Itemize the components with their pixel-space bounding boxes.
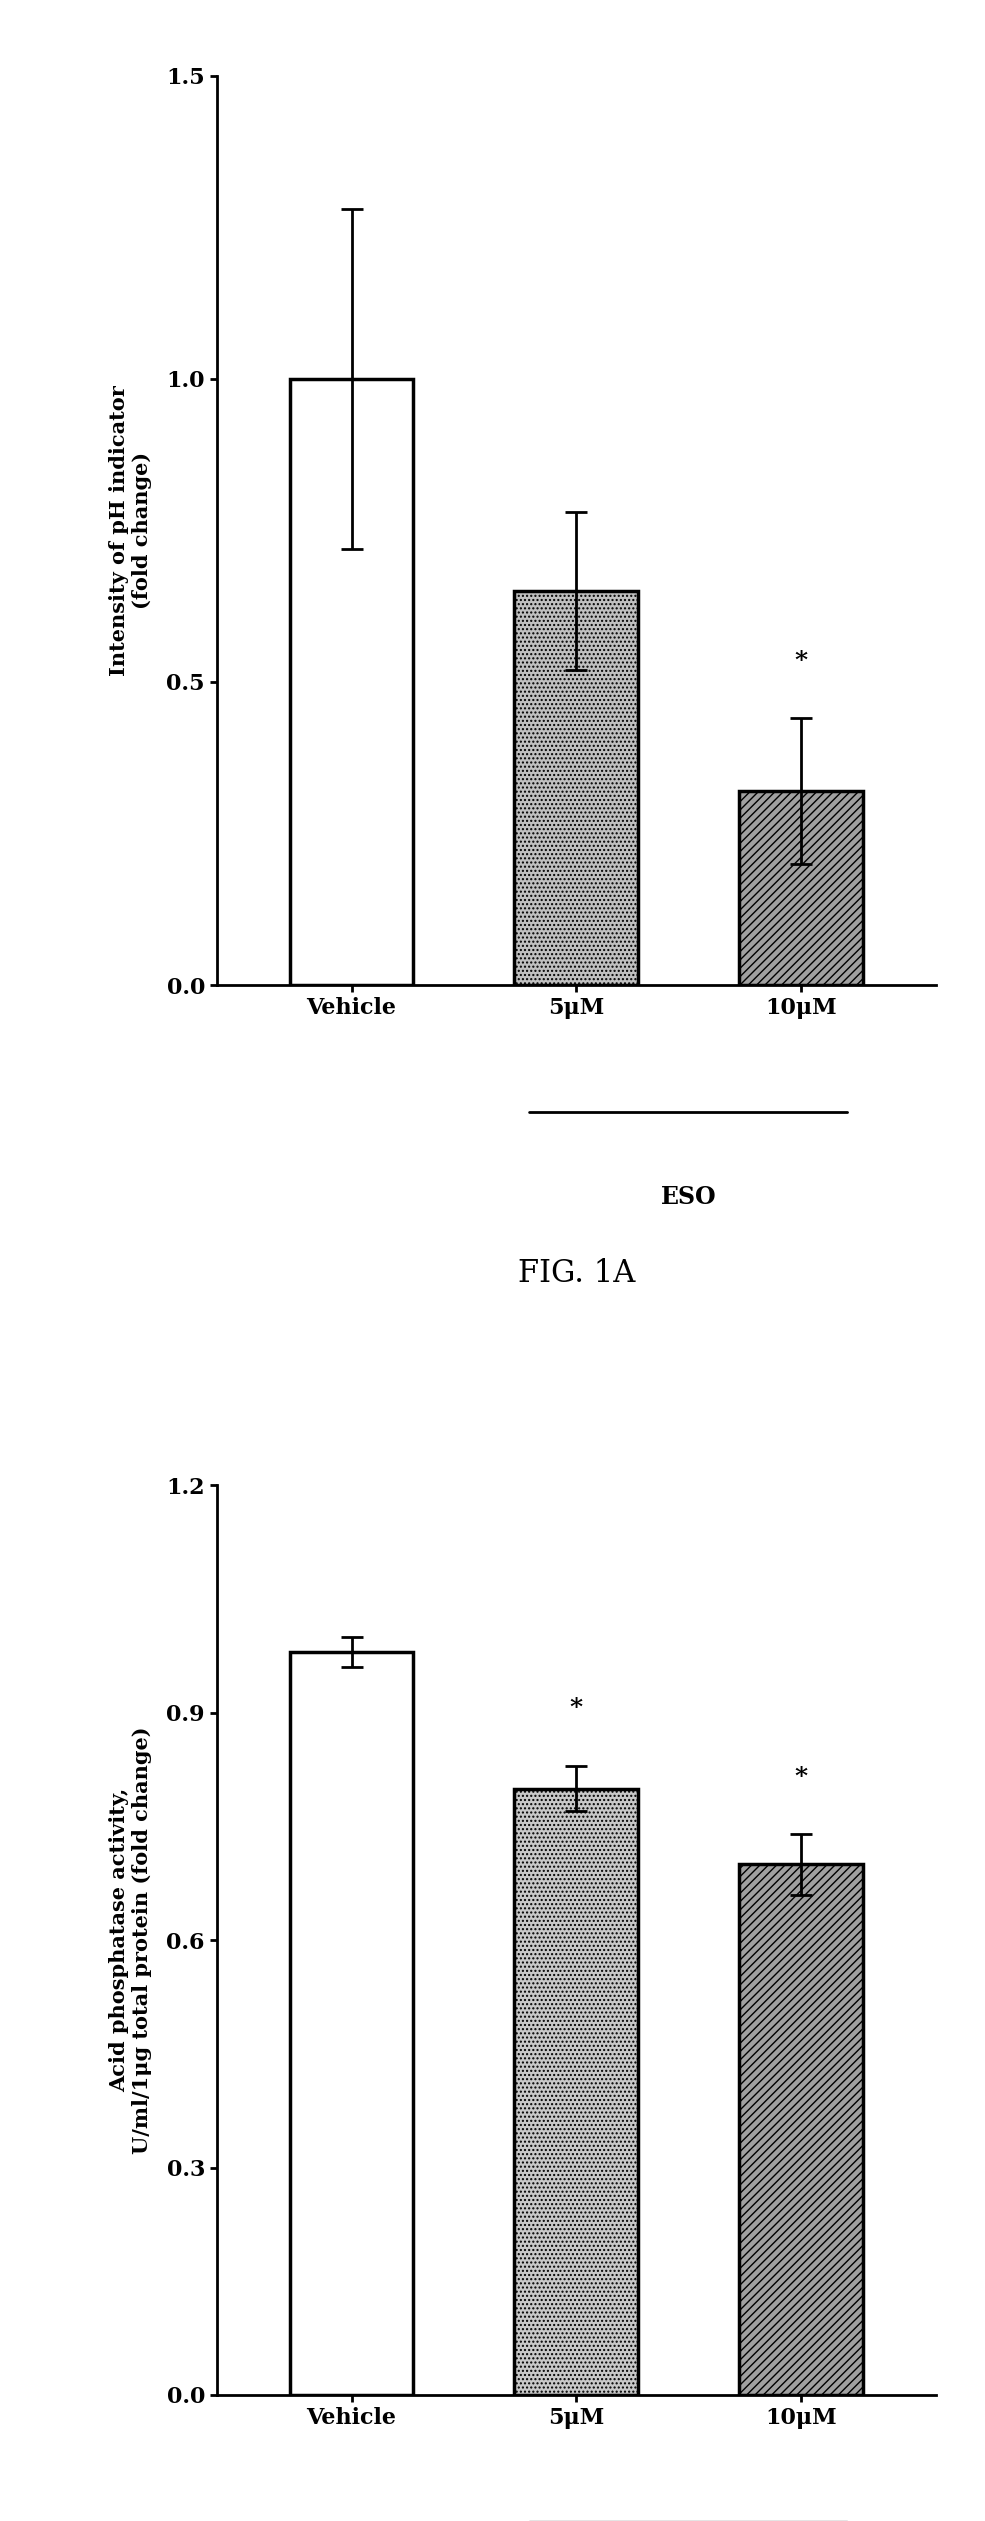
Bar (739, 792, 863, 986)
Y-axis label: Acid phosphatase activity,
U/ml/1μg total protein (fold change): Acid phosphatase activity, U/ml/1μg tota… (109, 1727, 153, 2153)
Text: *: * (794, 1765, 808, 1787)
Text: ESO: ESO (661, 1185, 716, 1210)
Bar (739, 1866, 863, 2395)
Bar (290, 1651, 414, 2395)
Bar (514, 590, 638, 986)
Text: FIG. 1A: FIG. 1A (517, 1258, 635, 1288)
Y-axis label: Intensity of pH indicator
(fold change): Intensity of pH indicator (fold change) (109, 386, 153, 676)
Bar (514, 1787, 638, 2395)
Text: *: * (569, 1697, 583, 1719)
Text: *: * (794, 648, 808, 673)
Bar (290, 378, 414, 986)
